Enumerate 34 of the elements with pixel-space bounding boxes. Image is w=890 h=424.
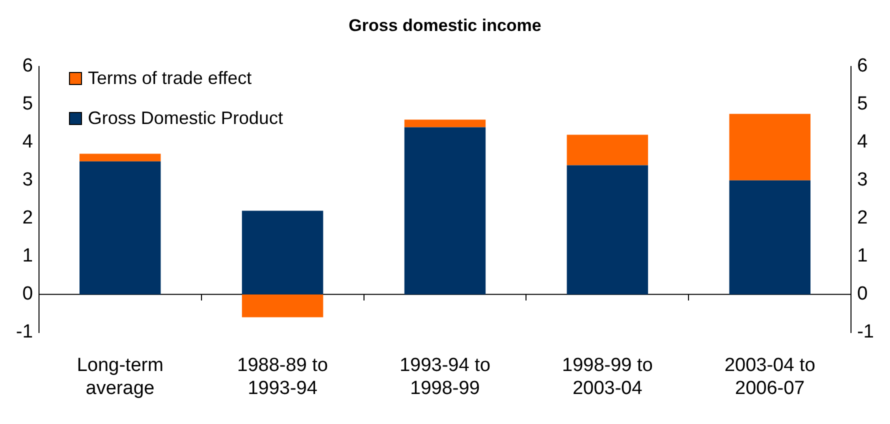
bar xyxy=(80,161,161,294)
y2-tick-label: 1 xyxy=(857,246,868,267)
bar xyxy=(729,114,810,180)
bar xyxy=(404,120,486,128)
y2-tick-label: 3 xyxy=(857,170,868,191)
x-tick-label: 1988-89 to 1993-94 xyxy=(237,355,328,399)
bar xyxy=(80,154,161,162)
legend-label: Gross Domestic Product xyxy=(88,108,283,129)
y2-tick-label: 6 xyxy=(857,56,868,77)
bar xyxy=(729,180,810,294)
y2-tick-label: 2 xyxy=(857,208,868,229)
x-tick-label: 1998-99 to 2003-04 xyxy=(562,355,653,399)
y2-tick-label: 4 xyxy=(857,132,868,153)
y-tick-label: 2 xyxy=(22,208,33,229)
bar xyxy=(566,165,648,294)
y-tick-label: 6 xyxy=(22,56,33,77)
y-tick-label: 3 xyxy=(22,170,33,191)
bar xyxy=(242,210,324,294)
chart-title: Gross domestic income xyxy=(348,16,542,35)
y-tick-label: 5 xyxy=(22,94,33,115)
y2-tick-label: 0 xyxy=(857,284,868,305)
y-tick-label: 1 xyxy=(22,246,33,267)
legend-label: Terms of trade effect xyxy=(88,68,252,89)
x-tick-label: Long-term average xyxy=(76,355,164,399)
bar xyxy=(242,294,324,318)
bar xyxy=(566,134,648,166)
y-tick-label: 0 xyxy=(22,284,33,305)
y2-tick-label: 5 xyxy=(857,94,868,115)
y-tick-label: -1 xyxy=(16,322,33,343)
x-tick-label: 2003-04 to 2006-07 xyxy=(724,355,816,399)
bar xyxy=(404,127,486,294)
x-tick-label: 1993-94 to 1998-99 xyxy=(400,355,490,399)
y-tick-label: 4 xyxy=(22,132,34,153)
y2-tick-label: -1 xyxy=(857,322,874,343)
